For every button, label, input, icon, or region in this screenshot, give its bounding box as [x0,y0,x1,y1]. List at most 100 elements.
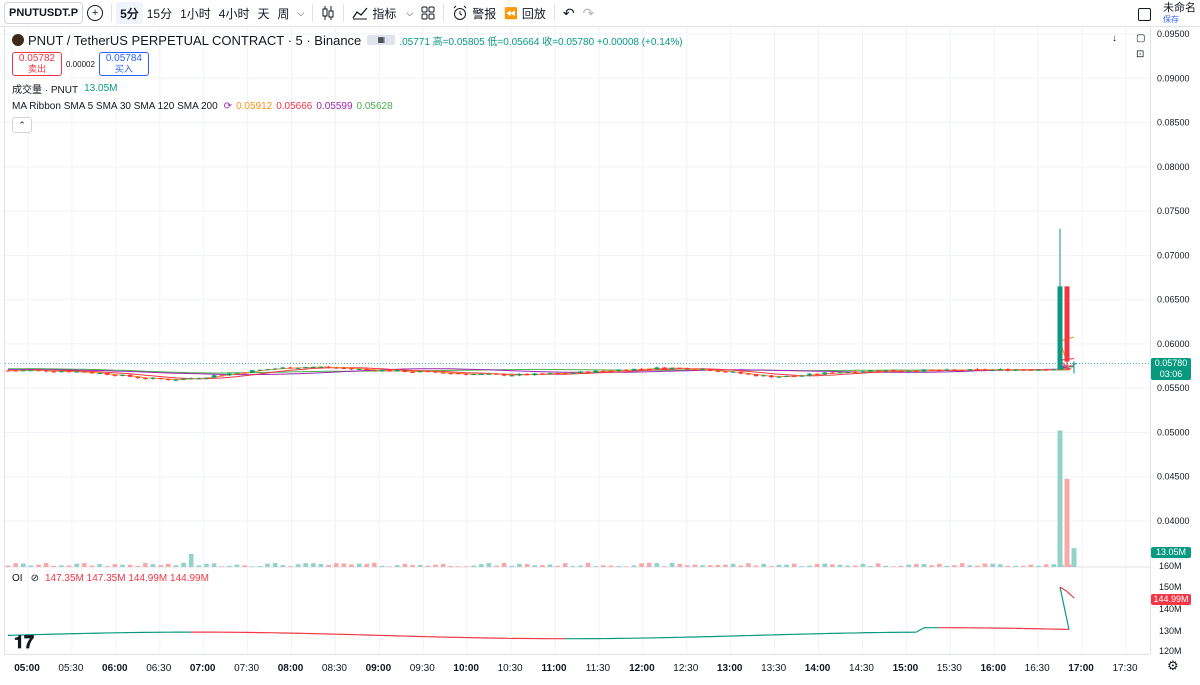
price-tick-label: 0.07000 [1157,250,1190,260]
candle-body [189,378,194,379]
ma-value-3: 0.05599 [316,101,352,112]
volume-bar [830,564,835,567]
oi-legend: OI ⊘ 147.35M 147.35M 144.99M 144.99M [12,573,209,584]
eye-icon[interactable]: ▦ [367,35,395,45]
sell-button[interactable]: 0.05782 卖出 [12,52,62,76]
tradingview-logo[interactable]: 𝟏𝟕 [14,632,34,653]
refresh-icon: ⟳ [224,101,232,112]
settings-button[interactable]: ⚙ [1167,658,1179,674]
interval-dropdown[interactable]: ⌵ [294,2,309,24]
time-tick-label: 05:00 [14,663,40,674]
volume-bar [769,566,774,567]
interval-4h[interactable]: 4小时 [215,2,254,24]
candle-body [571,373,576,374]
volume-legend-value: 13.05M [84,83,117,94]
candle-body [754,374,759,376]
toolbar-divider [111,4,112,22]
chart-type-button[interactable] [317,2,339,24]
time-tick-label: 14:00 [805,663,831,674]
candle-body [1044,370,1049,371]
volume-bar [914,564,919,567]
candle-body [769,375,774,377]
candle-body [937,370,942,371]
volume-bar [387,566,392,567]
candle-body [738,372,743,374]
candle-body [29,370,34,371]
interval-1w[interactable]: 周 [274,2,294,24]
oi-label: OI [12,573,23,584]
candle-body [616,370,621,371]
candle-body [838,372,843,373]
candle-body [265,369,270,370]
candle-body [731,372,736,373]
interval-5m[interactable]: 5分 [116,2,143,24]
volume-bar [82,563,87,567]
interval-1d[interactable]: 天 [253,2,273,24]
volume-bar [403,564,408,567]
volume-bar [983,563,988,567]
volume-bar [723,565,728,567]
price-tick-label: 0.05000 [1157,427,1190,437]
candle-body [746,374,751,375]
save-layout-button[interactable]: 未命名 保存 [1163,3,1196,25]
price-tick-label: 0.04000 [1157,516,1190,526]
price-tick-label: 0.07500 [1157,206,1190,216]
toolbar-divider [554,4,555,22]
volume-bar [349,564,354,567]
compare-button[interactable]: + [83,2,107,24]
replay-button[interactable]: ⏪ 回放 [500,2,550,24]
volume-bar [899,566,904,567]
candle-body [922,369,927,371]
interval-15m[interactable]: 15分 [143,2,176,24]
toolbar-divider [443,4,444,22]
volume-bar [441,564,446,567]
candle-body [52,371,57,372]
redo-button[interactable]: ↷ [579,2,599,24]
volume-bar [303,563,308,567]
candle-body [479,374,484,375]
candle-body [357,369,362,370]
candle-body [761,375,766,376]
fit-pane-icon[interactable]: ⊡ [1136,49,1144,60]
candle-body [693,369,698,370]
volume-bar [853,566,858,567]
oi-badge: 144.99M [1151,594,1191,605]
ma-value-2: 0.05666 [276,101,312,112]
volume-bar [685,565,690,567]
volume-bar [235,565,240,567]
candle-body [945,369,950,370]
symbol-search-button[interactable]: PNUTUSDT.P [4,2,83,24]
volume-bar [876,563,881,567]
candle-body [983,369,988,370]
volume-bar [426,566,431,567]
volume-bar [311,563,316,567]
price-tick-label: 0.08000 [1157,162,1190,172]
indicators-button[interactable]: 指标 ⌵ [348,2,417,24]
candle-body [601,371,606,372]
spread-value: 0.00002 [66,60,95,69]
volume-bar [281,565,286,567]
volume-bar [90,566,95,567]
candle-body [716,371,721,372]
layout-templates-button[interactable] [417,2,439,24]
buy-button[interactable]: 0.05784 买入 [99,52,149,76]
collapse-legend-button[interactable]: ⌃ [12,117,32,133]
candle-body [433,371,438,372]
undo-button[interactable]: ↶ [559,2,579,24]
volume-bar [952,565,957,567]
maximize-pane-icon[interactable]: ▢ [1136,33,1145,44]
fullscreen-toggle[interactable] [1134,3,1155,25]
time-tick-label: 11:30 [586,663,611,674]
download-icon[interactable]: ↓ [1112,33,1117,44]
hidden-icon: ⊘ [31,573,39,584]
candle-body [578,371,583,372]
interval-1h[interactable]: 1小时 [176,2,215,24]
candle-body [235,373,240,374]
oi-segment [1060,587,1069,629]
candle-body [212,375,217,377]
alert-button[interactable]: 警报 [448,2,500,24]
candle-body [349,368,354,369]
time-tick-label: 07:00 [190,663,216,674]
